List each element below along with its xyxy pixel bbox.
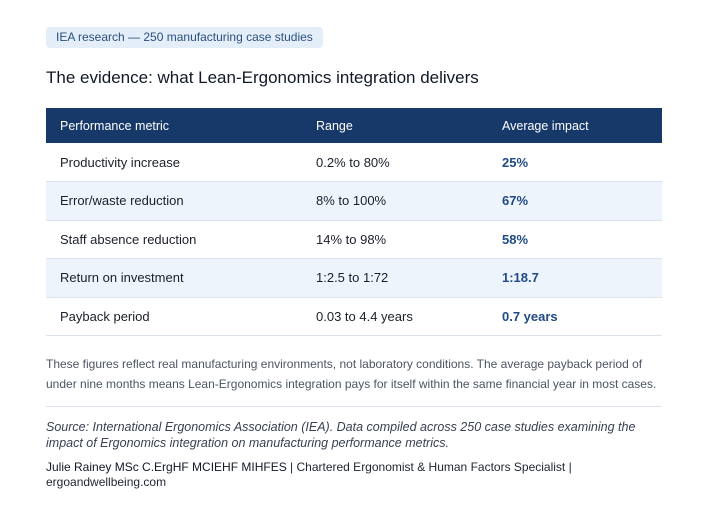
table-row: Error/waste reduction 8% to 100% 67% xyxy=(46,181,662,221)
column-header-range: Range xyxy=(316,118,353,133)
impact-cell: 67% xyxy=(488,181,662,221)
range-cell: 0.2% to 80% xyxy=(302,143,488,182)
metric-cell: Payback period xyxy=(46,297,302,336)
impact-cell: 1:18.7 xyxy=(488,258,662,298)
range-cell: 14% to 98% xyxy=(302,220,488,259)
source-citation: Source: International Ergonomics Associa… xyxy=(46,420,636,450)
author-name: Julie Rainey MSc C.ErgHF MCIEHF MIHFES xyxy=(46,460,287,474)
author-credit: Julie Rainey MSc C.ErgHF MCIEHF MIHFES |… xyxy=(46,460,661,490)
table-row: Payback period 0.03 to 4.4 years 0.7 yea… xyxy=(46,297,662,336)
explanatory-note: These figures reflect real manufacturing… xyxy=(46,357,657,391)
impact-cell: 58% xyxy=(488,220,662,259)
range-cell: 8% to 100% xyxy=(302,181,488,221)
author-website: ergoandwellbeing.com xyxy=(46,475,167,489)
impact-cell: 25% xyxy=(488,143,662,182)
author-role: | Chartered Ergonomist & Human Factors S… xyxy=(286,460,572,474)
metric-cell: Return on investment xyxy=(46,258,302,298)
impact-cell: 0.7 years xyxy=(488,297,662,336)
metric-cell: Error/waste reduction xyxy=(46,181,302,221)
divider xyxy=(46,406,662,407)
research-tag: IEA research — 250 manufacturing case st… xyxy=(46,27,323,48)
table-row: Staff absence reduction 14% to 98% 58% xyxy=(46,220,662,259)
column-header-impact: Average impact xyxy=(502,118,589,133)
metric-cell: Staff absence reduction xyxy=(46,220,302,259)
column-header-metric: Performance metric xyxy=(60,118,170,133)
range-cell: 1:2.5 to 1:72 xyxy=(302,258,488,298)
evidence-table: Performance metric Range Average impact … xyxy=(46,108,662,336)
metric-cell: Productivity increase xyxy=(46,143,302,182)
table-row: Return on investment 1:2.5 to 1:72 1:18.… xyxy=(46,258,662,298)
page-title: The evidence: what Lean-Ergonomics integ… xyxy=(46,68,479,87)
table-header-row: Performance metric Range Average impact xyxy=(46,108,662,143)
table-row: Productivity increase 0.2% to 80% 25% xyxy=(46,143,662,182)
range-cell: 0.03 to 4.4 years xyxy=(302,297,488,336)
